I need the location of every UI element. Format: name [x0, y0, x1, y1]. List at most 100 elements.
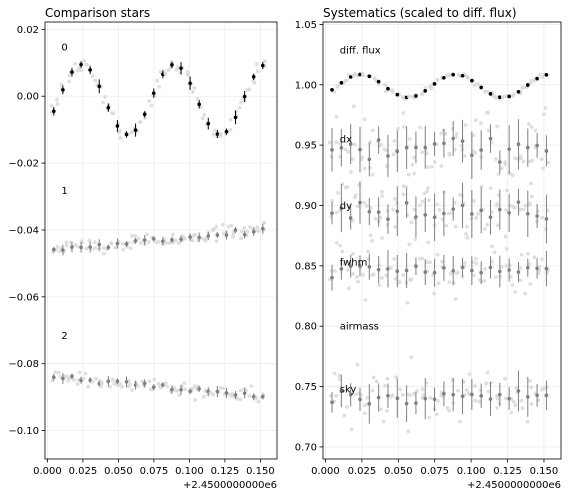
comparison-binned-point: [70, 70, 74, 74]
comparison-binned-point: [197, 387, 201, 391]
systematics-raw-point: [414, 237, 418, 241]
comparison-binned-point: [261, 395, 265, 399]
systematics-binned-point: [377, 210, 381, 214]
systematics-binned-point: [535, 393, 539, 397]
systematics-raw-point: [494, 275, 498, 279]
systematics-raw-point: [528, 379, 532, 383]
comparison-raw-point: [129, 246, 133, 250]
systematics-raw-point: [389, 395, 393, 399]
systematics-raw-point: [522, 207, 526, 211]
systematics-raw-point: [336, 191, 340, 195]
comparison-raw-point: [211, 393, 215, 397]
comparison-x-tick-label: 0.150: [246, 466, 275, 477]
comparison-raw-point: [129, 131, 133, 135]
systematics-raw-point: [530, 402, 534, 406]
systematics-raw-point: [328, 140, 332, 144]
comparison-raw-point: [65, 244, 69, 248]
comparison-raw-point: [163, 72, 167, 76]
comparison-raw-point: [93, 79, 97, 83]
systematics-binned-point: [377, 80, 381, 84]
comparison-raw-point: [147, 240, 151, 244]
comparison-binned-point: [234, 116, 238, 120]
systematics-raw-point: [452, 281, 456, 285]
systematics-binned-point: [517, 142, 521, 146]
systematics-raw-point: [523, 292, 527, 296]
comparison-raw-point: [177, 241, 181, 245]
systematics-raw-point: [384, 83, 388, 87]
systematics-raw-point: [386, 377, 390, 381]
systematics-raw-point: [380, 190, 384, 194]
comparison-raw-point: [88, 238, 92, 242]
comparison-binned-point: [216, 233, 220, 237]
comparison-y-tick-label: −0.06: [8, 292, 39, 303]
systematics-raw-point: [513, 290, 517, 294]
comparison-binned-point: [261, 227, 265, 231]
comparison-raw-point: [56, 102, 60, 106]
systematics-raw-point: [353, 195, 357, 199]
systematics-raw-point: [504, 163, 508, 167]
comparison-binned-point: [161, 239, 165, 243]
comparison-binned-point: [152, 237, 156, 241]
systematics-binned-point: [451, 73, 455, 77]
systematics-raw-point: [464, 232, 468, 236]
systematics-raw-point: [377, 283, 381, 287]
systematics-binned-point: [545, 267, 549, 271]
systematics-raw-point: [465, 388, 469, 392]
comparison-binned-point: [243, 95, 247, 99]
systematics-binned-point: [507, 268, 511, 272]
systematics-binned-point: [395, 396, 399, 400]
systematics-raw-point: [460, 144, 464, 148]
comparison-x-tick-label: 0.050: [104, 466, 133, 477]
comparison-series-annotation: 1: [61, 186, 67, 197]
comparison-raw-point: [255, 62, 259, 66]
comparison-raw-point: [252, 81, 256, 85]
comparison-raw-point: [215, 225, 219, 229]
systematics-series-annotation: airmass: [340, 322, 379, 333]
systematics-raw-point: [473, 399, 477, 403]
comparison-binned-point: [125, 133, 129, 137]
comparison-series-annotation: 0: [61, 43, 67, 54]
systematics-binned-point: [423, 270, 427, 274]
systematics-binned-point: [470, 79, 474, 83]
systematics-raw-point: [357, 183, 361, 187]
comparison-binned-point: [52, 109, 56, 113]
comparison-raw-point: [102, 252, 106, 256]
systematics-y-tick-label: 0.80: [295, 322, 317, 333]
systematics-binned-point: [517, 270, 521, 274]
systematics-raw-point: [490, 245, 494, 249]
systematics-binned-point: [498, 270, 502, 274]
systematics-raw-point: [428, 396, 432, 400]
systematics-raw-point: [351, 272, 355, 276]
comparison-raw-point: [192, 234, 196, 238]
systematics-binned-point: [368, 75, 372, 79]
systematics-binned-point: [386, 154, 390, 158]
systematics-raw-point: [436, 79, 440, 83]
systematics-raw-point: [371, 128, 375, 132]
systematics-raw-point: [380, 194, 384, 198]
systematics-raw-point: [393, 197, 397, 201]
comparison-raw-point: [215, 239, 219, 243]
comparison-x-tick-label: 0.100: [175, 466, 204, 477]
comparison-y-tick-label: −0.04: [8, 225, 39, 236]
comparison-binned-point: [197, 103, 201, 107]
comparison-raw-point: [55, 98, 59, 102]
systematics-raw-point: [350, 428, 354, 432]
systematics-raw-point: [412, 172, 416, 176]
comparison-binned-point: [61, 248, 65, 252]
systematics-raw-point: [496, 223, 500, 227]
systematics-raw-point: [347, 286, 351, 290]
comparison-y-tick-label: 0.02: [17, 25, 39, 36]
comparison-title: Comparison stars: [45, 6, 150, 20]
systematics-raw-point: [479, 388, 483, 392]
systematics-raw-point: [514, 403, 518, 407]
systematics-binned-point: [395, 209, 399, 213]
systematics-y-tick-label: 1.05: [295, 20, 317, 31]
comparison-binned-point: [234, 228, 238, 232]
systematics-raw-point: [364, 298, 368, 302]
systematics-raw-point: [393, 225, 397, 229]
comparison-raw-point: [184, 388, 188, 392]
systematics-raw-point: [420, 150, 424, 154]
comparison-raw-point: [248, 394, 252, 398]
comparison-binned-point: [152, 91, 156, 95]
